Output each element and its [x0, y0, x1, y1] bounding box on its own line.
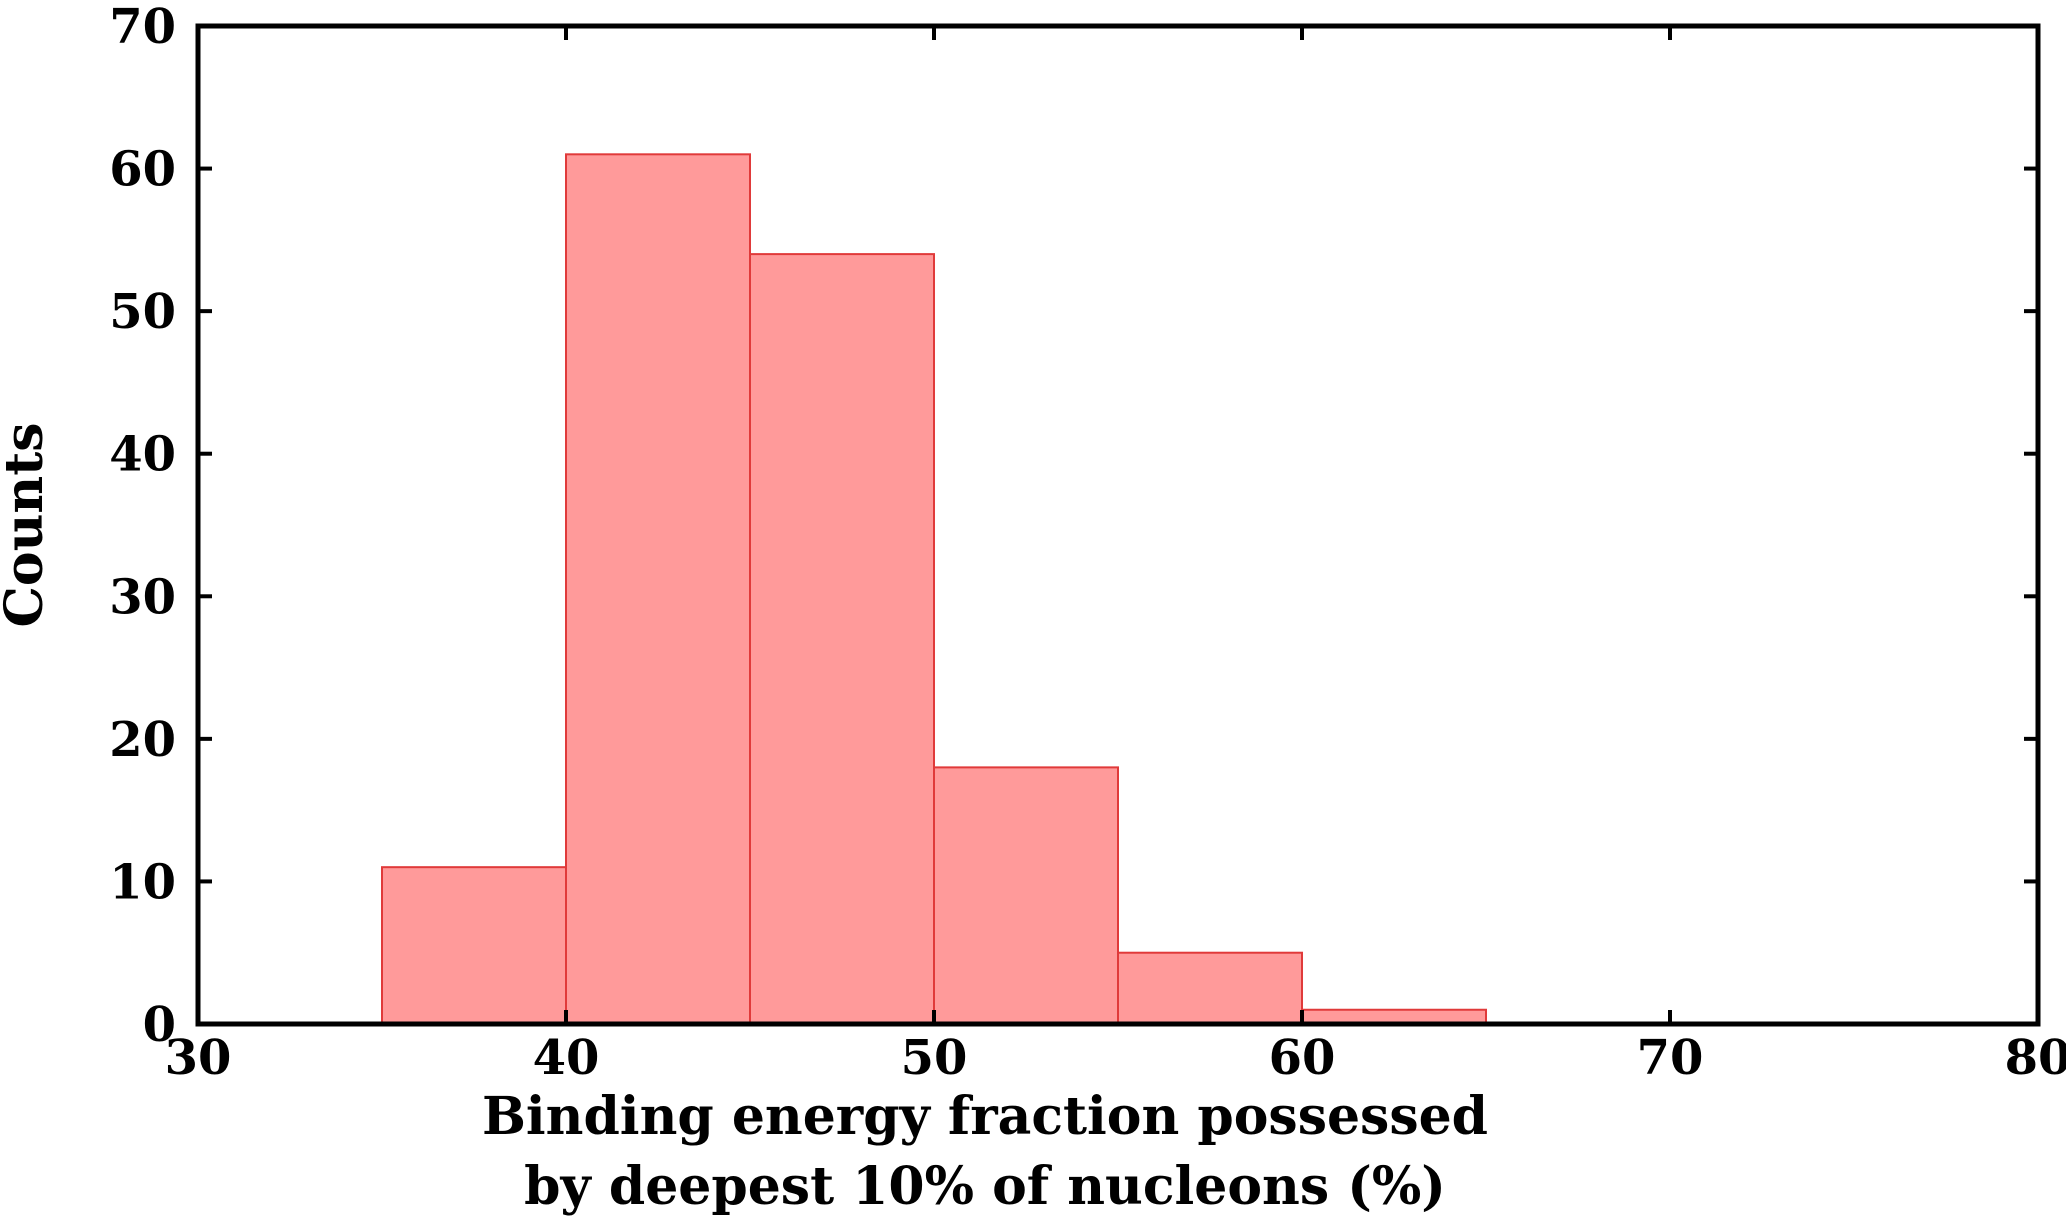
y-tick-label-0: 0	[143, 997, 176, 1053]
y-tick-label-30: 30	[109, 569, 176, 625]
x-tick-label-50: 50	[901, 1030, 968, 1086]
x-tick-label-40: 40	[533, 1030, 600, 1086]
histogram-bar-40-45	[565, 153, 751, 1026]
x-tick-label-80: 80	[2005, 1030, 2066, 1086]
histogram-bar-50-55	[933, 766, 1119, 1025]
bars-layer	[381, 153, 1487, 1026]
x-axis-label-line-2: by deepest 10% of nucleons (%)	[524, 1156, 1446, 1217]
y-tick-label-40: 40	[109, 427, 176, 483]
x-tick-label-60: 60	[1269, 1030, 1336, 1086]
tick-labels-layer: 30 40 50 60 70 80 0 10 20 30 40 50 60 70	[109, 0, 2066, 1086]
plot-frame	[195, 23, 2041, 1027]
x-axis-label-line-1: Binding energy fraction possessed	[482, 1086, 1488, 1147]
histogram-bar-35-40	[381, 866, 567, 1026]
y-tick-label-50: 50	[109, 284, 176, 340]
y-tick-label-10: 10	[109, 854, 176, 910]
ticks-layer	[196, 24, 2040, 1026]
histogram-bar-45-50	[749, 253, 935, 1026]
y-axis-label: Counts	[0, 423, 55, 628]
x-tick-label-70: 70	[1637, 1030, 1704, 1086]
y-tick-label-70: 70	[109, 0, 176, 55]
y-tick-label-60: 60	[109, 142, 176, 198]
x-tick-label-30: 30	[165, 1030, 232, 1086]
y-tick-label-20: 20	[109, 712, 176, 768]
histogram-bar-55-60	[1117, 951, 1303, 1026]
